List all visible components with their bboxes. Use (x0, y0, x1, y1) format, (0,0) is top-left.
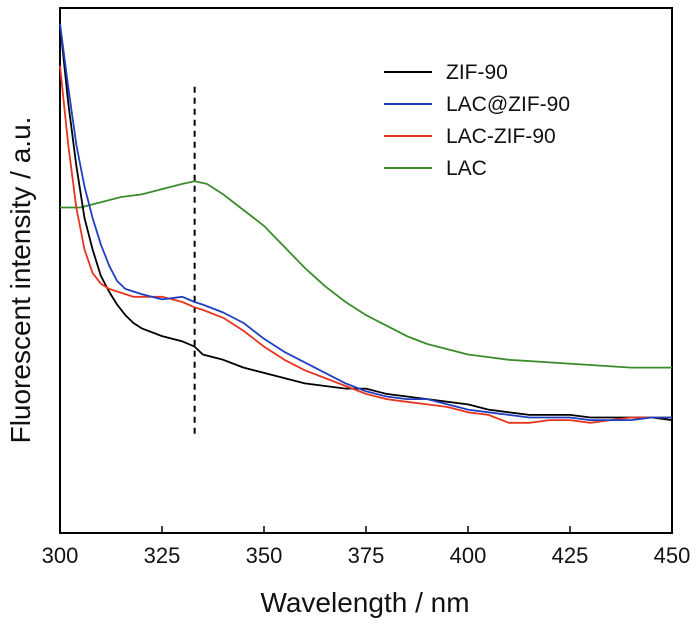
x-tick-label: 350 (246, 543, 283, 568)
x-tick-label: 300 (42, 543, 79, 568)
legend-label: LAC-ZIF-90 (446, 125, 556, 148)
x-axis-label: Wavelength / nm (260, 587, 469, 618)
x-tick-label: 400 (450, 543, 487, 568)
series-line-lac-zif-90 (59, 23, 672, 421)
series-line-lac-zif-90 (59, 65, 672, 424)
legend-label: ZIF-90 (446, 61, 508, 84)
series-line-zif-90 (59, 23, 673, 421)
x-axis-ticks: 300 325 350 375 400 425 450 (42, 526, 691, 568)
legend-label: LAC@ZIF-90 (446, 93, 570, 116)
series-line-lac (60, 180, 672, 369)
legend: ZIF-90 LAC@ZIF-90 LAC-ZIF-90 LAC (384, 61, 570, 180)
x-tick-label: 325 (144, 543, 181, 568)
legend-label: LAC (446, 157, 487, 180)
plot-frame (59, 7, 673, 534)
x-tick-label: 425 (552, 543, 589, 568)
x-tick-label: 450 (654, 543, 691, 568)
y-axis-label: Fluorescent intensity / a.u. (5, 117, 36, 444)
x-tick-label: 375 (348, 543, 385, 568)
plot-area (59, 7, 673, 534)
